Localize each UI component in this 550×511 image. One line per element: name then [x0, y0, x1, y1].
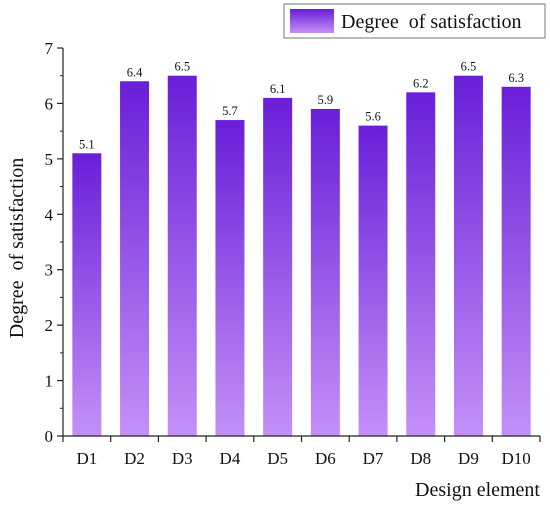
data-label-d5: 6.1 [270, 82, 286, 96]
y-tick-label: 2 [45, 316, 54, 335]
data-label-d9: 6.5 [461, 60, 477, 74]
legend-label: Degree of satisfaction [341, 11, 521, 33]
x-tick-label-d8: D8 [410, 449, 431, 468]
bar-d2 [120, 81, 150, 436]
data-label-d2: 6.4 [127, 65, 143, 79]
y-tick-label: 0 [45, 427, 54, 446]
y-tick-label: 5 [45, 150, 54, 169]
x-tick-label-d5: D5 [267, 449, 288, 468]
axes-group: 0 1 2 3 4 5 6 7 D1 D2 D3 D4 D5 D6 D7 D8 D9 D10 [45, 39, 541, 468]
x-tick-label-d4: D4 [220, 449, 241, 468]
bar-d4 [215, 120, 245, 437]
x-tick-label-d10: D10 [502, 449, 531, 468]
x-tick-label-d9: D9 [458, 449, 479, 468]
data-label-d1: 5.1 [79, 137, 95, 151]
y-tick-label: 3 [45, 261, 54, 280]
x-tick-label-d1: D1 [76, 449, 97, 468]
data-label-d7: 5.6 [365, 110, 381, 124]
y-tick-label: 1 [45, 372, 54, 391]
bar-d7 [358, 125, 388, 436]
bar-d8 [406, 92, 436, 436]
bars-group [72, 75, 531, 437]
bar-d1 [72, 153, 102, 437]
legend-swatch [290, 9, 334, 33]
bar-d6 [310, 108, 340, 436]
x-tick-label-d7: D7 [363, 449, 384, 468]
data-label-d10: 6.3 [508, 71, 524, 85]
data-label-d6: 5.9 [318, 93, 334, 107]
data-label-d3: 6.5 [174, 60, 190, 74]
legend: Degree of satisfaction [283, 3, 546, 39]
y-axis-title: Degree of satisfaction [6, 158, 28, 338]
data-labels-group: 5.1 6.4 6.5 5.7 6.1 5.9 5.6 6.2 6.5 6.3 [79, 60, 524, 152]
data-label-d4: 5.7 [222, 104, 238, 118]
bar-d9 [453, 75, 483, 436]
x-tick-label-d3: D3 [172, 449, 193, 468]
bar-d10 [501, 86, 531, 437]
x-tick-label-d2: D2 [124, 449, 145, 468]
y-tick-label: 7 [45, 39, 54, 58]
bar-d5 [263, 97, 293, 436]
x-axis-title: Design element [415, 479, 540, 501]
data-label-d8: 6.2 [413, 76, 429, 90]
y-tick-label: 4 [45, 205, 54, 224]
x-tick-label-d6: D6 [315, 449, 336, 468]
y-tick-label: 6 [45, 94, 54, 113]
bar-d3 [167, 75, 197, 436]
